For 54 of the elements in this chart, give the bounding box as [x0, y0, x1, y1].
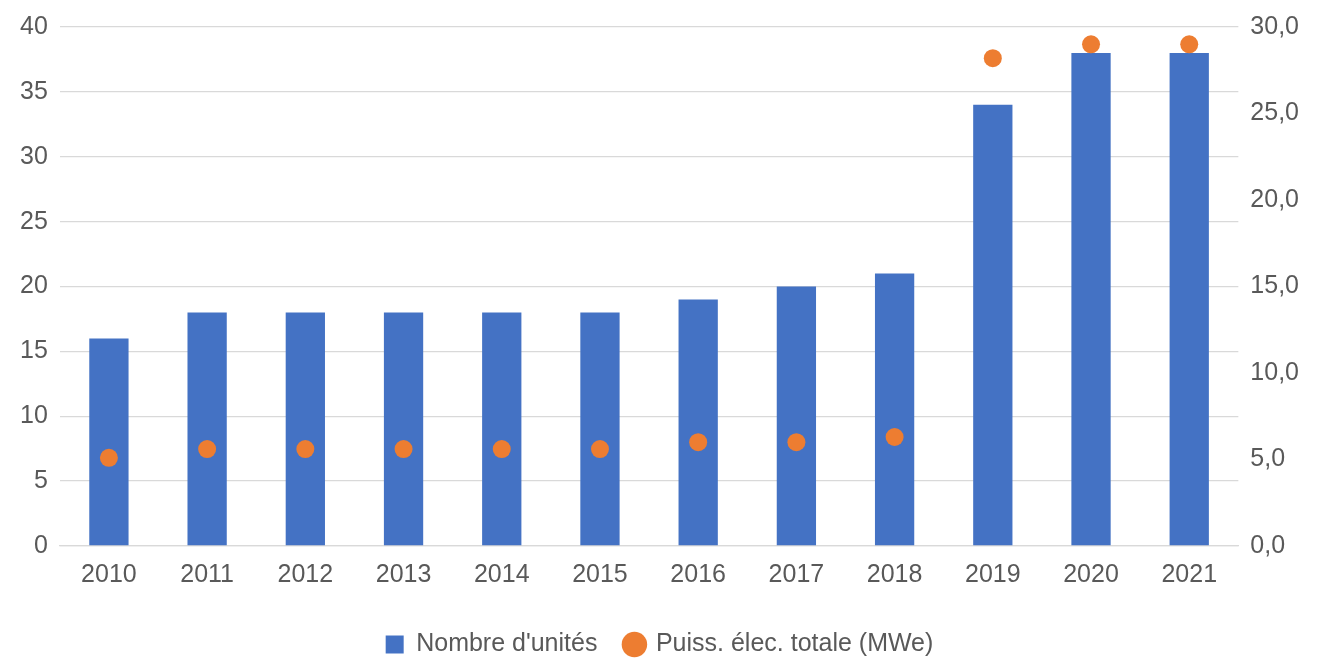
y-tick-label: 5 — [33, 465, 48, 494]
y-tick-label: 30 — [20, 140, 48, 169]
y2-tick-label: 5,0 — [1250, 443, 1286, 472]
x-tick-label: 2011 — [180, 558, 235, 587]
bar — [580, 312, 620, 546]
point — [885, 428, 904, 447]
x-tick-label: 2012 — [277, 558, 334, 587]
point — [99, 448, 118, 467]
point — [198, 440, 217, 459]
bar — [1071, 52, 1111, 546]
bar — [383, 312, 424, 546]
y2-tick-label: 25,0 — [1250, 97, 1300, 126]
legend-label: Puiss. élec. totale (MWe) — [655, 628, 934, 657]
y-tick-label: 20 — [20, 270, 48, 299]
point — [689, 433, 708, 452]
y2-tick-label: 10,0 — [1250, 356, 1300, 385]
y2-tick-label: 30,0 — [1250, 10, 1300, 39]
point — [1180, 35, 1199, 54]
x-tick-label: 2014 — [473, 558, 530, 587]
y-tick-label: 35 — [20, 75, 48, 104]
y2-tick-label: 0,0 — [1250, 529, 1286, 558]
x-tick-label: 2016 — [670, 558, 726, 587]
x-tick-label: 2017 — [768, 558, 825, 587]
legend-label: Nombre d'unités — [416, 628, 598, 657]
bar — [285, 312, 325, 546]
x-tick-label: 2020 — [1063, 558, 1119, 587]
y-tick-label: 15 — [20, 335, 48, 364]
bar — [973, 104, 1013, 546]
bar — [678, 299, 718, 546]
point — [787, 433, 806, 452]
x-tick-label: 2019 — [965, 558, 1021, 587]
bar — [776, 286, 817, 546]
bar — [482, 312, 522, 546]
x-tick-label: 2018 — [866, 558, 923, 587]
y-tick-label: 10 — [20, 400, 48, 429]
x-tick-label: 2010 — [81, 558, 137, 587]
x-tick-label: 2015 — [572, 558, 628, 587]
bar — [1169, 52, 1209, 546]
y2-tick-label: 20,0 — [1250, 183, 1300, 212]
bar — [89, 338, 129, 546]
y-tick-label: 0 — [33, 529, 48, 558]
y-tick-label: 25 — [20, 205, 48, 234]
bar — [874, 273, 915, 546]
point — [983, 49, 1002, 68]
point — [1082, 35, 1101, 54]
point — [492, 440, 511, 459]
point — [296, 440, 315, 459]
y-tick-label: 40 — [20, 10, 48, 39]
point — [394, 440, 413, 459]
y2-tick-label: 15,0 — [1250, 270, 1300, 299]
x-tick-label: 2021 — [1161, 558, 1218, 587]
point — [590, 440, 609, 459]
x-tick-label: 2013 — [375, 558, 432, 587]
bar — [187, 312, 227, 546]
